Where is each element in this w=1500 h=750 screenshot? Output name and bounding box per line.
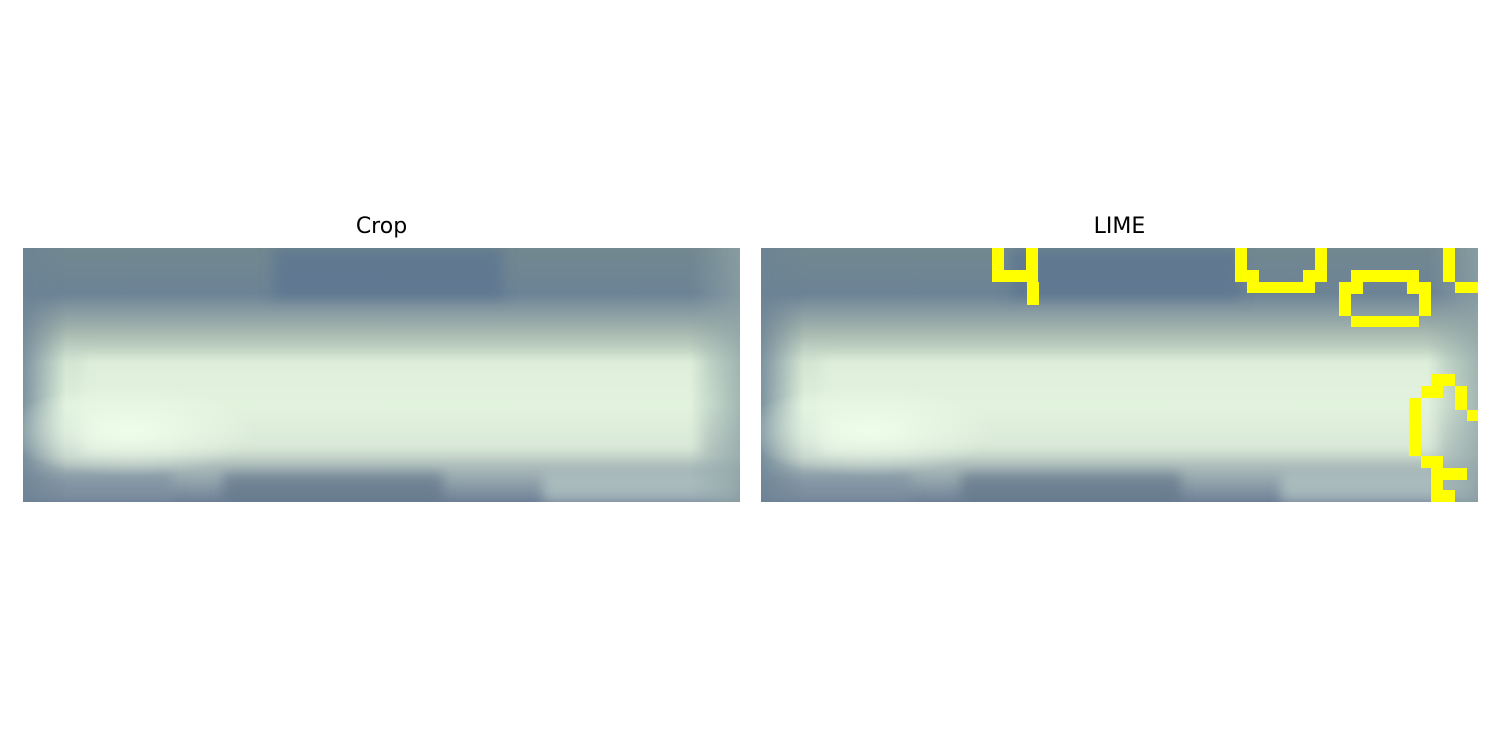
lime-panel: LIME	[761, 210, 1478, 502]
lime-image	[761, 248, 1478, 502]
crop-panel: Crop	[23, 210, 740, 502]
crop-image	[23, 248, 740, 502]
crop-title: Crop	[355, 214, 408, 239]
lime-title: LIME	[1093, 214, 1146, 239]
lime-outlines	[992, 248, 1478, 502]
